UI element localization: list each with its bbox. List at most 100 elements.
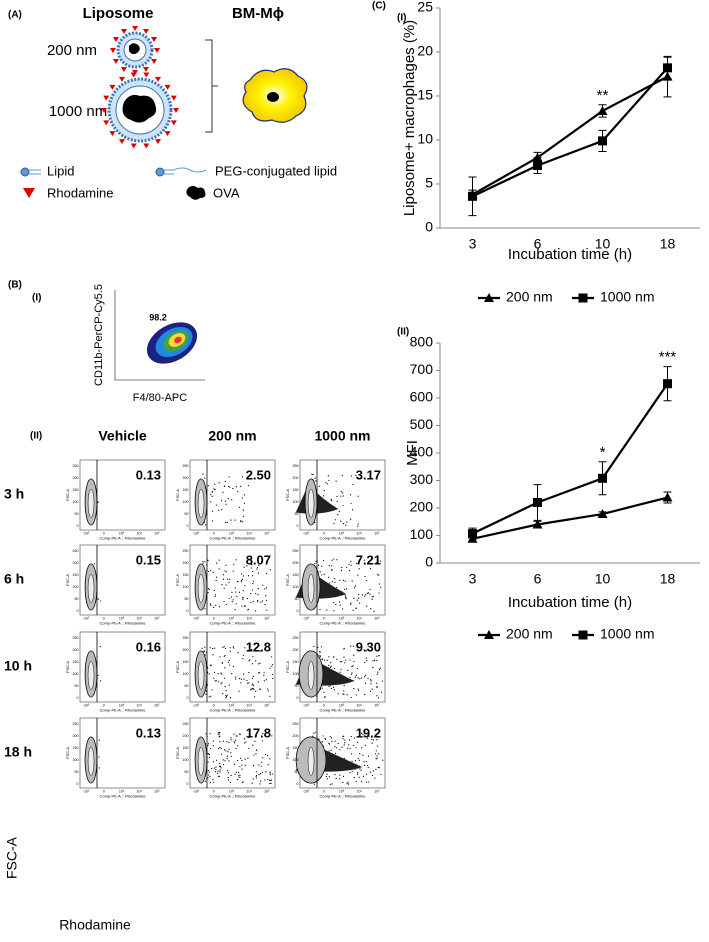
event-dot [241, 768, 243, 770]
event-dot [229, 697, 232, 699]
event-dot [215, 759, 218, 761]
event-dot [348, 570, 351, 572]
event-dot [97, 501, 99, 504]
event-dot [212, 571, 214, 573]
event-dot [375, 562, 377, 564]
plot-y-label: FSC-A [285, 747, 290, 759]
legend-icon-lipid [20, 167, 41, 177]
plot-y-tick: 250 [73, 636, 79, 640]
event-dot [270, 779, 273, 781]
event-dot [335, 480, 337, 482]
event-dot [267, 778, 269, 781]
event-dot [369, 567, 372, 570]
event-dot [360, 769, 362, 771]
event-dot [339, 778, 341, 780]
event-dot [235, 739, 237, 741]
event-dot [218, 733, 220, 735]
event-dot [340, 569, 343, 572]
event-dot [218, 775, 220, 777]
event-dot [367, 645, 369, 647]
plot-y-tick: 50 [185, 597, 189, 601]
y-tick-label: 5 [425, 175, 433, 191]
event-dot [227, 772, 230, 774]
event-dot [323, 489, 325, 492]
rhodamine-mark [132, 26, 138, 31]
event-dot [325, 775, 328, 778]
event-dot [378, 668, 381, 671]
event-dot [229, 781, 232, 783]
annotation: ** [597, 87, 609, 104]
event-dot [375, 750, 377, 752]
event-dot [208, 696, 210, 698]
event-dot [375, 758, 377, 760]
event-dot [372, 774, 374, 777]
event-dot [349, 771, 351, 774]
gate-value: 19.2 [356, 725, 381, 740]
event-dot [234, 609, 236, 611]
event-dot [261, 771, 263, 774]
event-dot [345, 659, 347, 661]
event-dot [376, 695, 378, 697]
marker [598, 136, 607, 146]
event-dot [350, 502, 352, 504]
event-dot [330, 665, 332, 667]
rhodamine-mark [119, 139, 125, 145]
event-dot [248, 682, 250, 684]
event-dot [353, 654, 355, 656]
event-dot [260, 765, 262, 767]
plot-y-tick: 50 [295, 512, 299, 516]
event-dot [255, 610, 257, 612]
rhodamine-mark [151, 37, 158, 42]
plot-x-tick: 10³ [339, 616, 345, 620]
event-dot [344, 739, 346, 741]
event-dot [352, 645, 355, 647]
event-dot [328, 742, 330, 744]
event-dot [210, 604, 212, 606]
plot-y-tick: 150 [73, 660, 79, 664]
plot-x-tick: 10⁵ [154, 616, 160, 620]
event-dot [225, 689, 227, 692]
event-dot [228, 741, 230, 744]
event-dot [351, 672, 353, 674]
event-dot [353, 597, 355, 599]
event-dot [221, 662, 223, 664]
plot-x-tick: 10⁵ [264, 789, 270, 793]
event-dot [343, 744, 345, 746]
event-dot [224, 667, 226, 669]
event-dot [231, 672, 233, 675]
event-dot [350, 753, 353, 755]
event-dot [351, 770, 353, 772]
event-dot [372, 739, 375, 741]
plot-y-tick: 100 [73, 585, 79, 589]
event-dot [243, 566, 245, 568]
event-dot [208, 769, 210, 772]
event-dot [332, 686, 335, 688]
event-dot [314, 731, 316, 733]
event-dot [351, 760, 353, 762]
event-dot [248, 608, 250, 611]
event-dot [326, 778, 328, 780]
event-dot [98, 767, 100, 769]
plot-x-tick: 10³ [339, 789, 345, 793]
event-dot [256, 568, 258, 570]
flow-plot: 250 200 150 100 50 0 -10³ 0 10³ 10⁴ 10⁵ Comp-PE-A :… [285, 717, 386, 799]
event-dot [264, 779, 266, 781]
event-dot [220, 500, 223, 502]
plot-y-tick: 50 [185, 684, 189, 688]
event-dot [265, 587, 268, 589]
plot-x-label: Comp-PE-A :: Rhodamine [319, 536, 366, 541]
event-dot [363, 559, 366, 561]
plot-x-tick: 10³ [229, 616, 235, 620]
event-dot [213, 767, 215, 769]
y-tick-label: 15 [417, 87, 433, 103]
event-dot [319, 651, 321, 653]
event-dot [333, 602, 335, 604]
event-dot [370, 683, 372, 685]
event-dot [329, 666, 332, 668]
event-dot [237, 759, 239, 762]
legend-marker [578, 293, 588, 303]
event-dot [232, 570, 234, 572]
event-dot [248, 660, 250, 662]
event-dot [326, 609, 328, 611]
plot-y-tick: 0 [187, 524, 189, 528]
